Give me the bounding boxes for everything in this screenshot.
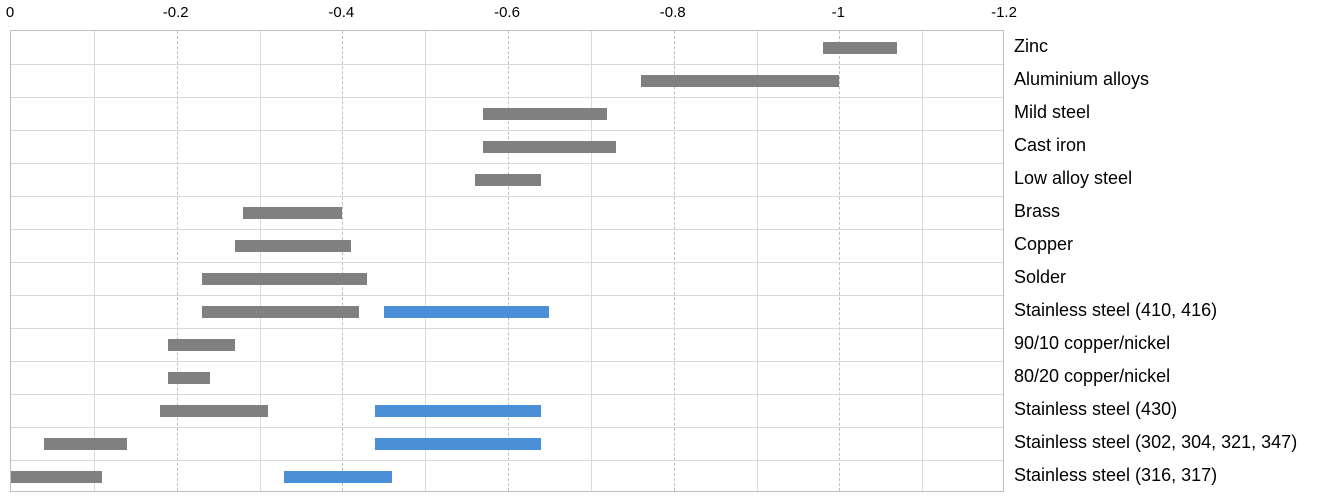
grid-minor (94, 31, 95, 491)
row-divider (11, 295, 1003, 296)
data-bar (475, 174, 541, 186)
data-bar (11, 471, 102, 483)
data-bar (483, 141, 616, 153)
grid-major (177, 31, 178, 491)
grid-minor (260, 31, 261, 491)
category-label: 90/10 copper/nickel (1014, 333, 1170, 354)
x-tick-label: 0 (6, 4, 14, 21)
grid-minor (757, 31, 758, 491)
row-divider (11, 361, 1003, 362)
category-label: Copper (1014, 234, 1073, 255)
grid-major (508, 31, 509, 491)
category-label: Brass (1014, 201, 1060, 222)
row-divider (11, 460, 1003, 461)
row-divider (11, 130, 1003, 131)
category-label: Stainless steel (316, 317) (1014, 465, 1217, 486)
x-tick-label: -0.6 (494, 4, 520, 21)
x-tick-label: -0.4 (328, 4, 354, 21)
grid-minor (425, 31, 426, 491)
data-bar (384, 306, 550, 318)
category-label: Aluminium alloys (1014, 69, 1149, 90)
data-bar (284, 471, 392, 483)
data-bar (44, 438, 127, 450)
data-bar (375, 438, 541, 450)
galvanic-series-chart: 0 -0.2 -0.4 -0.6 -0.8 -1 -1.2 Zinc Aluminium al… (0, 0, 1344, 502)
category-label: Stainless steel (430) (1014, 399, 1177, 420)
row-divider (11, 97, 1003, 98)
category-label: Mild steel (1014, 102, 1090, 123)
data-bar (168, 372, 209, 384)
grid-minor (591, 31, 592, 491)
grid-major (342, 31, 343, 491)
data-bar (202, 273, 368, 285)
category-label: Low alloy steel (1014, 168, 1132, 189)
data-bar (168, 339, 234, 351)
x-tick-label: -0.2 (163, 4, 189, 21)
data-bar (243, 207, 342, 219)
row-divider (11, 328, 1003, 329)
x-tick-label: -0.8 (660, 4, 686, 21)
data-bar (823, 42, 898, 54)
row-divider (11, 394, 1003, 395)
grid-major (674, 31, 675, 491)
data-bar (202, 306, 359, 318)
category-label: Solder (1014, 267, 1066, 288)
x-tick-label: -1 (832, 4, 845, 21)
row-divider (11, 427, 1003, 428)
row-divider (11, 229, 1003, 230)
data-bar (235, 240, 351, 252)
data-bar (483, 108, 607, 120)
data-bar (375, 405, 541, 417)
plot-area (10, 30, 1004, 492)
category-label: Stainless steel (410, 416) (1014, 300, 1217, 321)
row-divider (11, 262, 1003, 263)
category-label: 80/20 copper/nickel (1014, 366, 1170, 387)
row-divider (11, 196, 1003, 197)
data-bar (641, 75, 840, 87)
data-bar (160, 405, 268, 417)
row-divider (11, 64, 1003, 65)
row-divider (11, 163, 1003, 164)
category-label: Cast iron (1014, 135, 1086, 156)
category-label: Zinc (1014, 36, 1048, 57)
x-tick-label: -1.2 (991, 4, 1017, 21)
grid-major (839, 31, 840, 491)
category-label: Stainless steel (302, 304, 321, 347) (1014, 432, 1297, 453)
grid-minor (922, 31, 923, 491)
